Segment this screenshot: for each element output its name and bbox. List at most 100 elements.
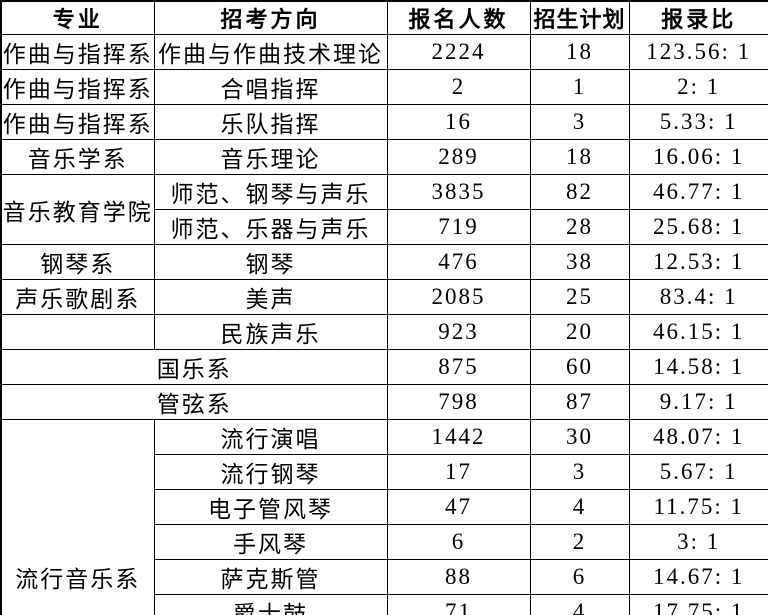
ratio-cell[interactable]: 46.77: 1 [628,174,768,210]
direction-cell[interactable]: 作曲与作曲技术理论 [153,34,388,70]
col-header-direction[interactable]: 招考方向 [153,0,388,35]
plan-cell[interactable]: 20 [529,314,630,350]
direction-cell[interactable]: 萨克斯管 [153,559,388,595]
direction-cell[interactable]: 爵士鼓 [153,594,388,615]
plan-cell[interactable]: 28 [529,209,630,245]
plan-cell[interactable]: 4 [529,489,630,525]
table-row: 声乐歌剧系 美声 2085 25 83.4: 1 [0,279,768,315]
table-row: 爵士鼓 71 4 17.75: 1 [1,594,768,615]
table-row: 作曲与指挥系 乐队指挥 16 3 5.33: 1 [0,104,768,140]
plan-cell[interactable]: 3 [529,454,630,490]
plan-cell[interactable]: 18 [529,34,630,70]
direction-cell[interactable]: 钢琴 [153,244,388,280]
col-header-major[interactable]: 专业 [0,0,155,35]
plan-cell[interactable]: 1 [529,69,630,105]
plan-cell[interactable]: 4 [529,594,630,615]
direction-cell[interactable]: 美声 [153,279,388,315]
table-row: 师范、乐器与声乐 719 28 25.68: 1 [1,209,768,245]
direction-cell[interactable]: 乐队指挥 [153,104,388,140]
applicants-cell[interactable]: 2224 [386,34,531,70]
applicants-cell[interactable]: 6 [386,524,531,560]
major-cell[interactable]: 作曲与指挥系 [0,34,155,70]
major-cell[interactable]: 作曲与指挥系 [0,104,155,140]
ratio-cell[interactable]: 25.68: 1 [628,209,768,245]
ratio-cell[interactable]: 14.58: 1 [628,349,768,385]
table-row: 手风琴 6 2 3: 1 [1,524,768,560]
ratio-cell[interactable]: 123.56: 1 [628,34,768,70]
applicants-cell[interactable]: 88 [386,559,531,595]
table-row: 萨克斯管 88 6 14.67: 1 [1,559,768,595]
applicants-cell[interactable]: 17 [386,454,531,490]
ratio-cell[interactable]: 12.53: 1 [628,244,768,280]
applicants-cell[interactable]: 3835 [386,174,531,210]
major-cell[interactable]: 声乐歌剧系 [0,279,155,315]
plan-cell[interactable]: 30 [529,419,630,455]
plan-cell[interactable]: 60 [529,349,630,385]
department-merged-cell[interactable]: 国乐系 [0,349,388,385]
direction-cell[interactable]: 合唱指挥 [153,69,388,105]
plan-cell[interactable]: 25 [529,279,630,315]
plan-cell[interactable]: 18 [529,139,630,175]
ratio-cell[interactable]: 46.15: 1 [628,314,768,350]
direction-cell[interactable]: 电子管风琴 [153,489,388,525]
direction-cell[interactable]: 民族声乐 [153,314,388,350]
plan-cell[interactable]: 38 [529,244,630,280]
major-cell[interactable]: 钢琴系 [0,244,155,280]
major-cell[interactable]: 音乐教育学院 [0,174,155,245]
plan-cell[interactable]: 3 [529,104,630,140]
table-row: 音乐教育学院 师范、钢琴与声乐 3835 82 46.77: 1 [0,174,768,245]
ratio-cell[interactable]: 17.75: 1 [628,594,768,615]
ratio-cell[interactable]: 48.07: 1 [628,419,768,455]
ratio-cell[interactable]: 5.67: 1 [628,454,768,490]
ratio-cell[interactable]: 9.17: 1 [628,384,768,420]
ratio-cell[interactable]: 11.75: 1 [628,489,768,525]
table-row: 管弦系 798 87 9.17: 1 [0,384,768,420]
applicants-cell[interactable]: 1442 [386,419,531,455]
applicants-cell[interactable]: 47 [386,489,531,525]
col-header-ratio[interactable]: 报录比 [628,0,768,35]
major-cell[interactable]: 音乐学系 [0,139,155,175]
major-cell-selected[interactable] [0,314,155,350]
table-row: 国乐系 875 60 14.58: 1 [0,349,768,385]
direction-cell[interactable]: 师范、钢琴与声乐 [153,174,388,210]
major-cell[interactable]: 作曲与指挥系 [0,69,155,105]
table-row: 音乐学系 音乐理论 289 18 16.06: 1 [0,139,768,175]
major-cell[interactable]: 流行音乐系 [0,419,155,615]
table-row: 流行音乐系 流行演唱 1442 30 48.07: 1 [0,419,768,615]
ratio-cell[interactable]: 14.67: 1 [628,559,768,595]
applicants-cell[interactable]: 71 [386,594,531,615]
applicants-cell[interactable]: 476 [386,244,531,280]
applicants-cell[interactable]: 2085 [386,279,531,315]
col-header-plan[interactable]: 招生计划 [529,0,630,35]
header-row: 专业 招考方向 报名人数 招生计划 报录比 [0,0,768,35]
ratio-cell[interactable]: 3: 1 [628,524,768,560]
ratio-cell[interactable]: 2: 1 [628,69,768,105]
applicants-cell[interactable]: 923 [386,314,531,350]
plan-cell[interactable]: 6 [529,559,630,595]
table-row: 流行钢琴 17 3 5.67: 1 [1,454,768,490]
department-merged-cell[interactable]: 管弦系 [0,384,388,420]
ratio-cell[interactable]: 16.06: 1 [628,139,768,175]
applicants-cell[interactable]: 798 [386,384,531,420]
direction-cell[interactable]: 手风琴 [153,524,388,560]
applicants-cell[interactable]: 2 [386,69,531,105]
applicants-cell[interactable]: 719 [386,209,531,245]
direction-cell[interactable]: 音乐理论 [153,139,388,175]
plan-cell[interactable]: 87 [529,384,630,420]
ratio-cell[interactable]: 83.4: 1 [628,279,768,315]
applicants-cell[interactable]: 289 [386,139,531,175]
table-row: 电子管风琴 47 4 11.75: 1 [1,489,768,525]
direction-cell[interactable]: 流行钢琴 [153,454,388,490]
direction-cell[interactable]: 师范、乐器与声乐 [153,209,388,245]
applicants-cell[interactable]: 875 [386,349,531,385]
table-body: 作曲与指挥系 作曲与作曲技术理论 2224 18 123.56: 1 作曲与指挥系 合唱指挥… [0,34,768,615]
direction-cell[interactable]: 流行演唱 [153,419,388,455]
table-row: 作曲与指挥系 作曲与作曲技术理论 2224 18 123.56: 1 [0,34,768,70]
ratio-cell[interactable]: 5.33: 1 [628,104,768,140]
plan-cell[interactable]: 2 [529,524,630,560]
table-row: 作曲与指挥系 合唱指挥 2 1 2: 1 [0,69,768,105]
plan-cell[interactable]: 82 [529,174,630,210]
applicants-cell[interactable]: 16 [386,104,531,140]
col-header-applicants[interactable]: 报名人数 [386,0,531,35]
